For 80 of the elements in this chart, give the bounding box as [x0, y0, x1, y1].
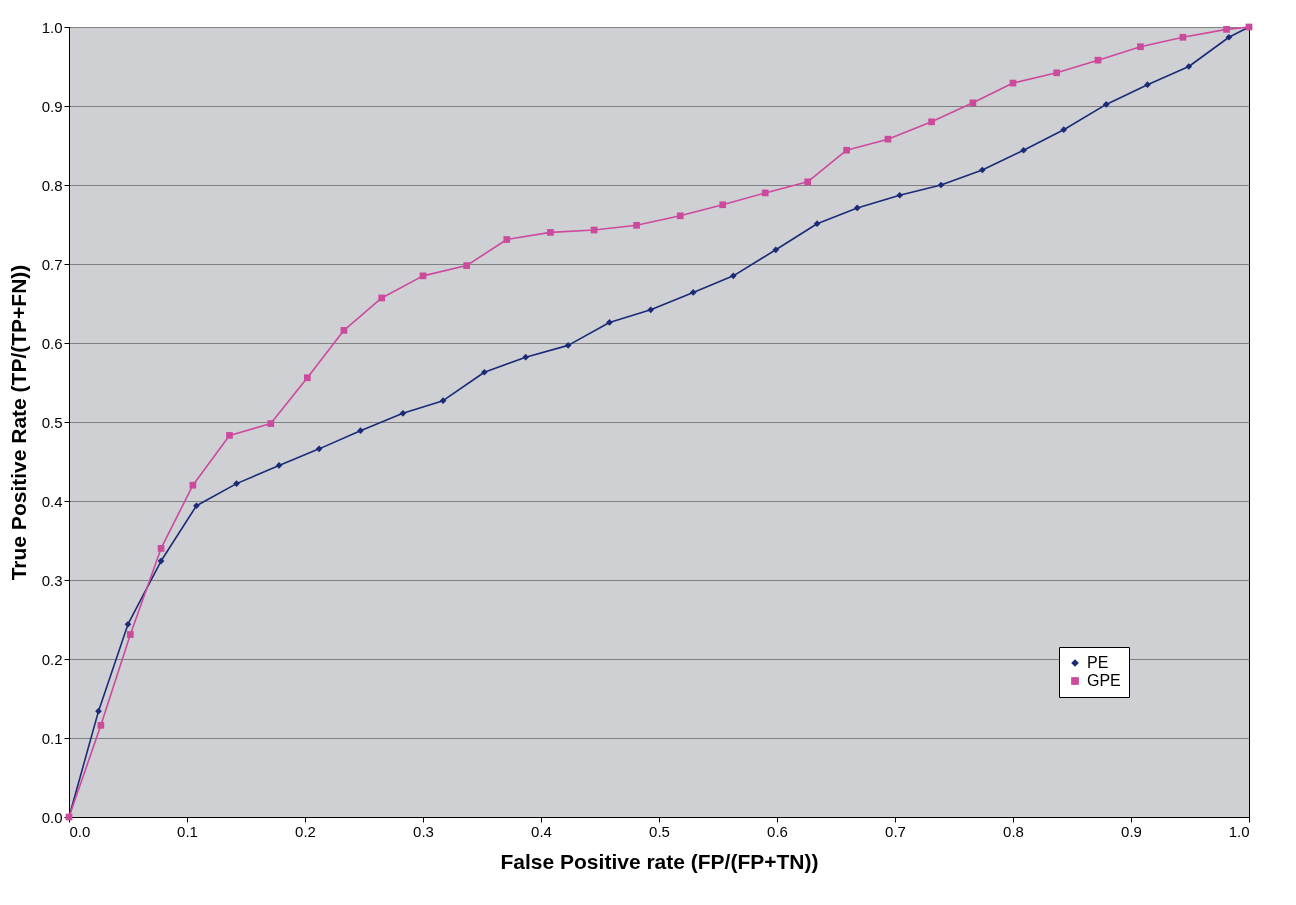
- x-tick-label: 0.5: [649, 822, 670, 840]
- point: [233, 480, 240, 487]
- point: [969, 99, 977, 107]
- point: [1060, 126, 1068, 134]
- y-tick-label: 0.5: [41, 413, 63, 431]
- point: [689, 289, 697, 296]
- point: [633, 221, 640, 229]
- point: [503, 236, 511, 243]
- point: [193, 502, 200, 510]
- point: [1144, 81, 1151, 89]
- x-tick-label: 0.2: [295, 822, 316, 840]
- y-tick-label: 0.0: [41, 808, 63, 826]
- point: [124, 620, 132, 628]
- point: [304, 374, 311, 382]
- point: [647, 306, 655, 314]
- point: [676, 212, 684, 220]
- point: [399, 409, 407, 417]
- point: [719, 201, 727, 209]
- x-tick-label: 0.3: [413, 822, 434, 840]
- point: [419, 272, 427, 280]
- point: [729, 272, 737, 280]
- point: [267, 420, 275, 427]
- point: [1137, 43, 1144, 51]
- point: [378, 294, 386, 302]
- point: [1179, 33, 1187, 41]
- y-tick-label: 0.3: [41, 571, 63, 589]
- x-tick-label: 1.0: [1228, 822, 1250, 840]
- point: [813, 220, 821, 228]
- x-tick-label: 0.4: [531, 822, 552, 840]
- point: [226, 432, 233, 439]
- point: [315, 445, 323, 453]
- point: [1020, 146, 1027, 154]
- y-tick-label: 0.6: [41, 334, 63, 352]
- point: [564, 342, 572, 349]
- point: [340, 327, 348, 334]
- legend-label: PE: [1087, 654, 1109, 671]
- point: [522, 353, 530, 361]
- y-tick-label: 0.1: [41, 729, 63, 747]
- point: [157, 557, 165, 565]
- y-tick-label: 0.2: [41, 650, 63, 668]
- point: [189, 481, 197, 489]
- y-tick-label: 0.4: [41, 492, 63, 510]
- y-tick-label: 1.0: [41, 18, 63, 36]
- point: [1102, 101, 1110, 108]
- point: [357, 427, 364, 435]
- point: [1053, 69, 1061, 77]
- x-tick-label: 0.1: [177, 822, 198, 840]
- x-axis-title: False Positive rate (FP/(FP+TN)): [500, 849, 819, 873]
- point: [157, 545, 165, 552]
- point: [937, 181, 945, 189]
- x-tick-label: 0.6: [767, 822, 788, 840]
- point: [772, 246, 780, 254]
- point: [439, 397, 447, 405]
- point: [978, 166, 986, 174]
- x-tick-label: 0.0: [69, 822, 91, 840]
- y-axis-title: True Positive Rate (TP/(TP+FN)): [6, 264, 30, 581]
- point: [928, 118, 935, 126]
- x-tick-label: 0.9: [1121, 822, 1142, 840]
- point: [97, 722, 105, 729]
- y-tick-label: 0.9: [41, 97, 63, 115]
- point: [843, 146, 850, 154]
- point: [547, 229, 554, 236]
- point: [1223, 26, 1230, 33]
- point: [1185, 63, 1193, 70]
- point: [1094, 56, 1102, 64]
- point: [761, 189, 769, 197]
- x-tick-label: 0.8: [1003, 822, 1024, 840]
- point: [853, 204, 861, 212]
- point: [1225, 33, 1233, 41]
- point: [884, 135, 892, 143]
- point: [896, 191, 904, 199]
- x-tick-label: 0.7: [885, 822, 906, 840]
- point: [127, 631, 134, 638]
- point: [804, 178, 812, 186]
- point: [463, 262, 471, 269]
- y-tick-label: 0.7: [41, 255, 63, 273]
- y-tick-label: 0.8: [41, 176, 63, 194]
- legend-label: GPE: [1087, 672, 1121, 689]
- point: [606, 319, 613, 326]
- point: [481, 368, 488, 376]
